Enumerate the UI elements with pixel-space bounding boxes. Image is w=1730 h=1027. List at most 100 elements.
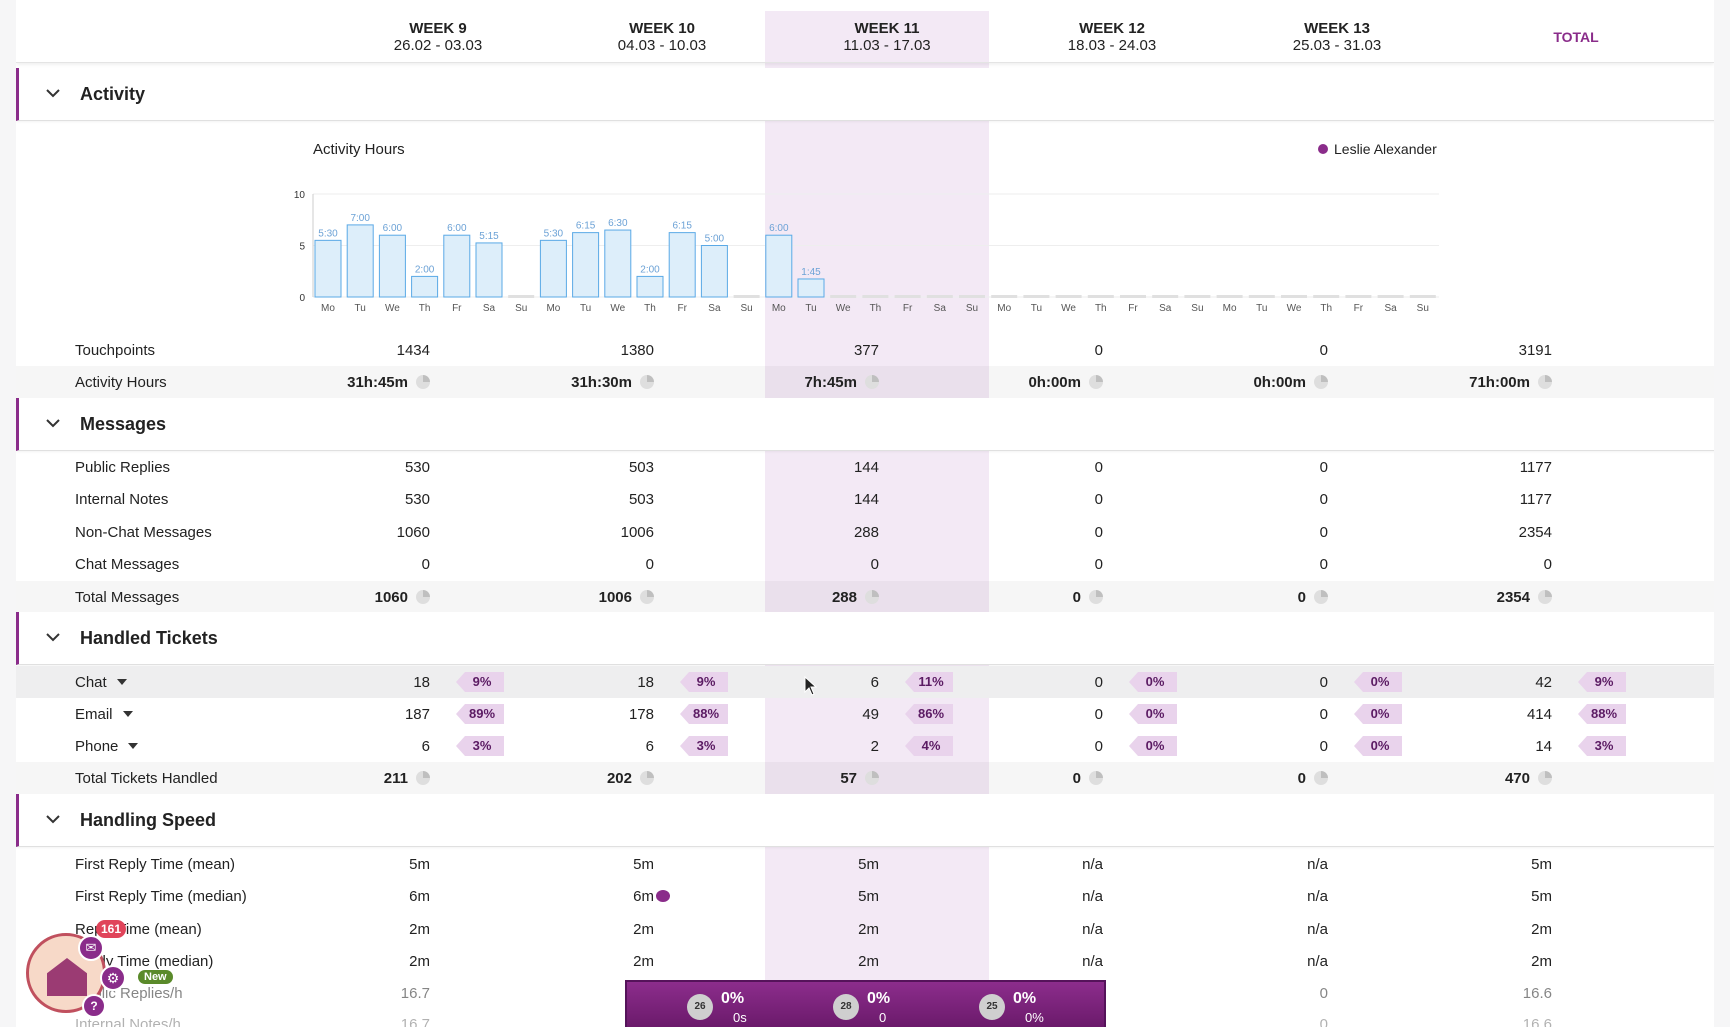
- pie-chart-icon[interactable]: [1538, 771, 1552, 785]
- pie-chart-icon[interactable]: [416, 771, 430, 785]
- cell-value: 0: [1319, 1016, 1328, 1027]
- cell-value: 5m: [1531, 856, 1552, 873]
- chart-bar: [539, 239, 567, 298]
- week-title: WEEK 9: [409, 20, 467, 37]
- cell-value: 211: [383, 770, 408, 787]
- cell-value: 1177: [1519, 491, 1552, 508]
- chevron-down-icon[interactable]: [45, 415, 61, 431]
- cell-value: 187: [404, 706, 430, 723]
- pie-chart-icon[interactable]: [1089, 375, 1103, 389]
- chevron-down-icon[interactable]: [45, 85, 61, 101]
- week-column-header[interactable]: WEEK 12 18.03 - 24.03: [1000, 20, 1224, 54]
- chart-bar: [894, 295, 921, 298]
- gear-icon[interactable]: ⚙: [100, 965, 126, 991]
- cell-value: n/a: [1082, 888, 1103, 905]
- data-label: 6:15: [576, 221, 596, 232]
- chart-bar: [1281, 295, 1307, 298]
- cell-value: n/a: [1082, 953, 1103, 970]
- cell-value: 0: [1319, 674, 1328, 691]
- chart-bar: [797, 278, 825, 298]
- caret-down-icon[interactable]: [128, 743, 139, 749]
- percent-badge: 3%: [456, 736, 504, 756]
- percent-badge: 9%: [456, 672, 504, 692]
- percent-badge: 88%: [680, 704, 728, 724]
- x-tick-label: Su: [740, 303, 752, 314]
- row-label: Total Tickets Handled: [75, 770, 218, 787]
- house-icon: [47, 958, 87, 996]
- table-row[interactable]: Email 187 89% 178 88% 49 86% 0 0% 0 0% 414 88%: [16, 698, 1714, 730]
- week-title: WEEK 10: [629, 20, 695, 37]
- x-tick-label: Fr: [677, 303, 687, 314]
- data-label: 2:00: [415, 264, 435, 275]
- cell-value: 2m: [858, 921, 879, 938]
- chart-legend[interactable]: Leslie Alexander: [1318, 141, 1437, 157]
- pie-chart-icon[interactable]: [865, 590, 879, 604]
- cell-value: 144: [853, 491, 879, 508]
- week-column-header[interactable]: WEEK 11 11.03 - 17.03: [775, 20, 999, 54]
- pie-chart-icon[interactable]: [865, 375, 879, 389]
- pie-chart-icon[interactable]: [865, 771, 879, 785]
- x-tick-label: We: [610, 303, 625, 314]
- cell-value: 414: [1526, 706, 1552, 723]
- table-row: Reply Time (median) 2m 2m 2m n/a n/a 2m: [16, 945, 1714, 977]
- pie-chart-icon[interactable]: [416, 375, 430, 389]
- pie-chart-icon[interactable]: [1314, 590, 1328, 604]
- week-column-header[interactable]: WEEK 13 25.03 - 31.03: [1225, 20, 1449, 54]
- caret-down-icon[interactable]: [116, 679, 127, 685]
- pie-chart-icon[interactable]: [1314, 375, 1328, 389]
- row-label: Activity Hours: [75, 374, 167, 391]
- assistant-widget[interactable]: ✉ 161 ⚙ New ?: [26, 920, 173, 1020]
- x-tick-label: Th: [1320, 303, 1332, 314]
- section-handling-speed[interactable]: Handling Speed: [16, 794, 1714, 847]
- chevron-down-icon[interactable]: [45, 811, 61, 827]
- cell-value: 288: [853, 524, 879, 541]
- x-tick-label: Th: [870, 303, 882, 314]
- data-label: 2:00: [640, 264, 660, 275]
- cell-value: 2354: [1518, 524, 1552, 541]
- data-label: 6:00: [383, 223, 403, 234]
- row-label: Chat Messages: [75, 556, 180, 573]
- table-row: Internal Notes/h 16.7 0 16.6: [16, 1008, 1714, 1027]
- chevron-down-icon[interactable]: [45, 629, 61, 645]
- week-column-header[interactable]: WEEK 9 26.02 - 03.03: [326, 20, 550, 54]
- comment-icon[interactable]: [656, 890, 670, 902]
- week-column-header[interactable]: WEEK 10 04.03 - 10.03: [550, 20, 774, 54]
- pie-chart-icon[interactable]: [1538, 375, 1552, 389]
- chart-bar: [765, 234, 793, 298]
- chart-bar: [830, 295, 857, 298]
- table-row[interactable]: Phone 6 3% 6 3% 2 4% 0 0% 0 0% 14 3%: [16, 730, 1714, 762]
- caret-down-icon[interactable]: [122, 711, 133, 717]
- x-tick-label: Sa: [1159, 303, 1172, 314]
- table-row[interactable]: Chat 18 9% 18 9% 6 11% 0 0% 0 0% 42 9%: [16, 666, 1714, 698]
- pie-chart-icon[interactable]: [1538, 590, 1552, 604]
- chart-bar: [959, 295, 985, 298]
- achievement-tray[interactable]: 26 0% 0s 28 0% 0 25 0% 0%: [625, 980, 1106, 1027]
- cell-value: n/a: [1082, 921, 1103, 938]
- pie-chart-icon[interactable]: [640, 375, 654, 389]
- pie-chart-icon[interactable]: [1089, 771, 1103, 785]
- cell-value: 6m: [409, 888, 430, 905]
- chart-bar: [1023, 295, 1050, 298]
- cell-value: 0: [1094, 524, 1103, 541]
- chart-bar: [926, 295, 953, 298]
- percent-badge: 4%: [905, 736, 953, 756]
- legend-label: Leslie Alexander: [1334, 141, 1437, 157]
- pie-chart-icon[interactable]: [640, 590, 654, 604]
- section-messages[interactable]: Messages: [16, 398, 1714, 451]
- cell-value: 0: [1094, 491, 1103, 508]
- x-tick-label: Su: [966, 303, 978, 314]
- pie-chart-icon[interactable]: [1089, 590, 1103, 604]
- help-icon[interactable]: ?: [82, 994, 106, 1018]
- row-label: Non-Chat Messages: [75, 524, 212, 541]
- x-tick-label: Fr: [452, 303, 462, 314]
- cell-value: 0: [421, 556, 430, 573]
- section-activity[interactable]: Activity: [16, 68, 1714, 121]
- cell-value: 2m: [409, 921, 430, 938]
- chart-title: Activity Hours: [313, 141, 405, 158]
- pie-chart-icon[interactable]: [640, 771, 654, 785]
- pie-chart-icon[interactable]: [1314, 771, 1328, 785]
- mail-icon[interactable]: ✉: [78, 935, 104, 961]
- pie-chart-icon[interactable]: [416, 590, 430, 604]
- section-handled-tickets[interactable]: Handled Tickets: [16, 612, 1714, 665]
- percent-badge: 0%: [1129, 672, 1177, 692]
